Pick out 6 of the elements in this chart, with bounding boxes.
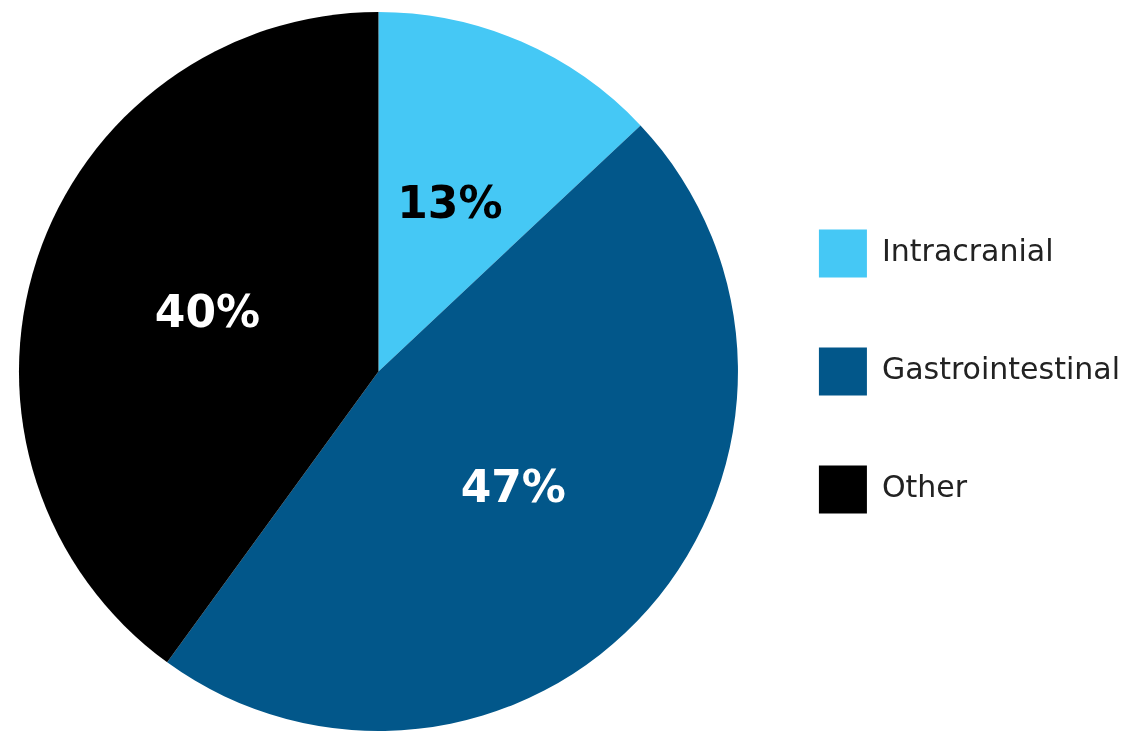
legend-label: Other	[881, 469, 968, 505]
legend-label: Intracranial	[881, 233, 1054, 269]
data-label: 47%	[460, 460, 566, 512]
legend-label: Gastrointestinal	[881, 351, 1121, 387]
data-label: 13%	[397, 176, 503, 228]
data-label: 40%	[154, 286, 261, 338]
